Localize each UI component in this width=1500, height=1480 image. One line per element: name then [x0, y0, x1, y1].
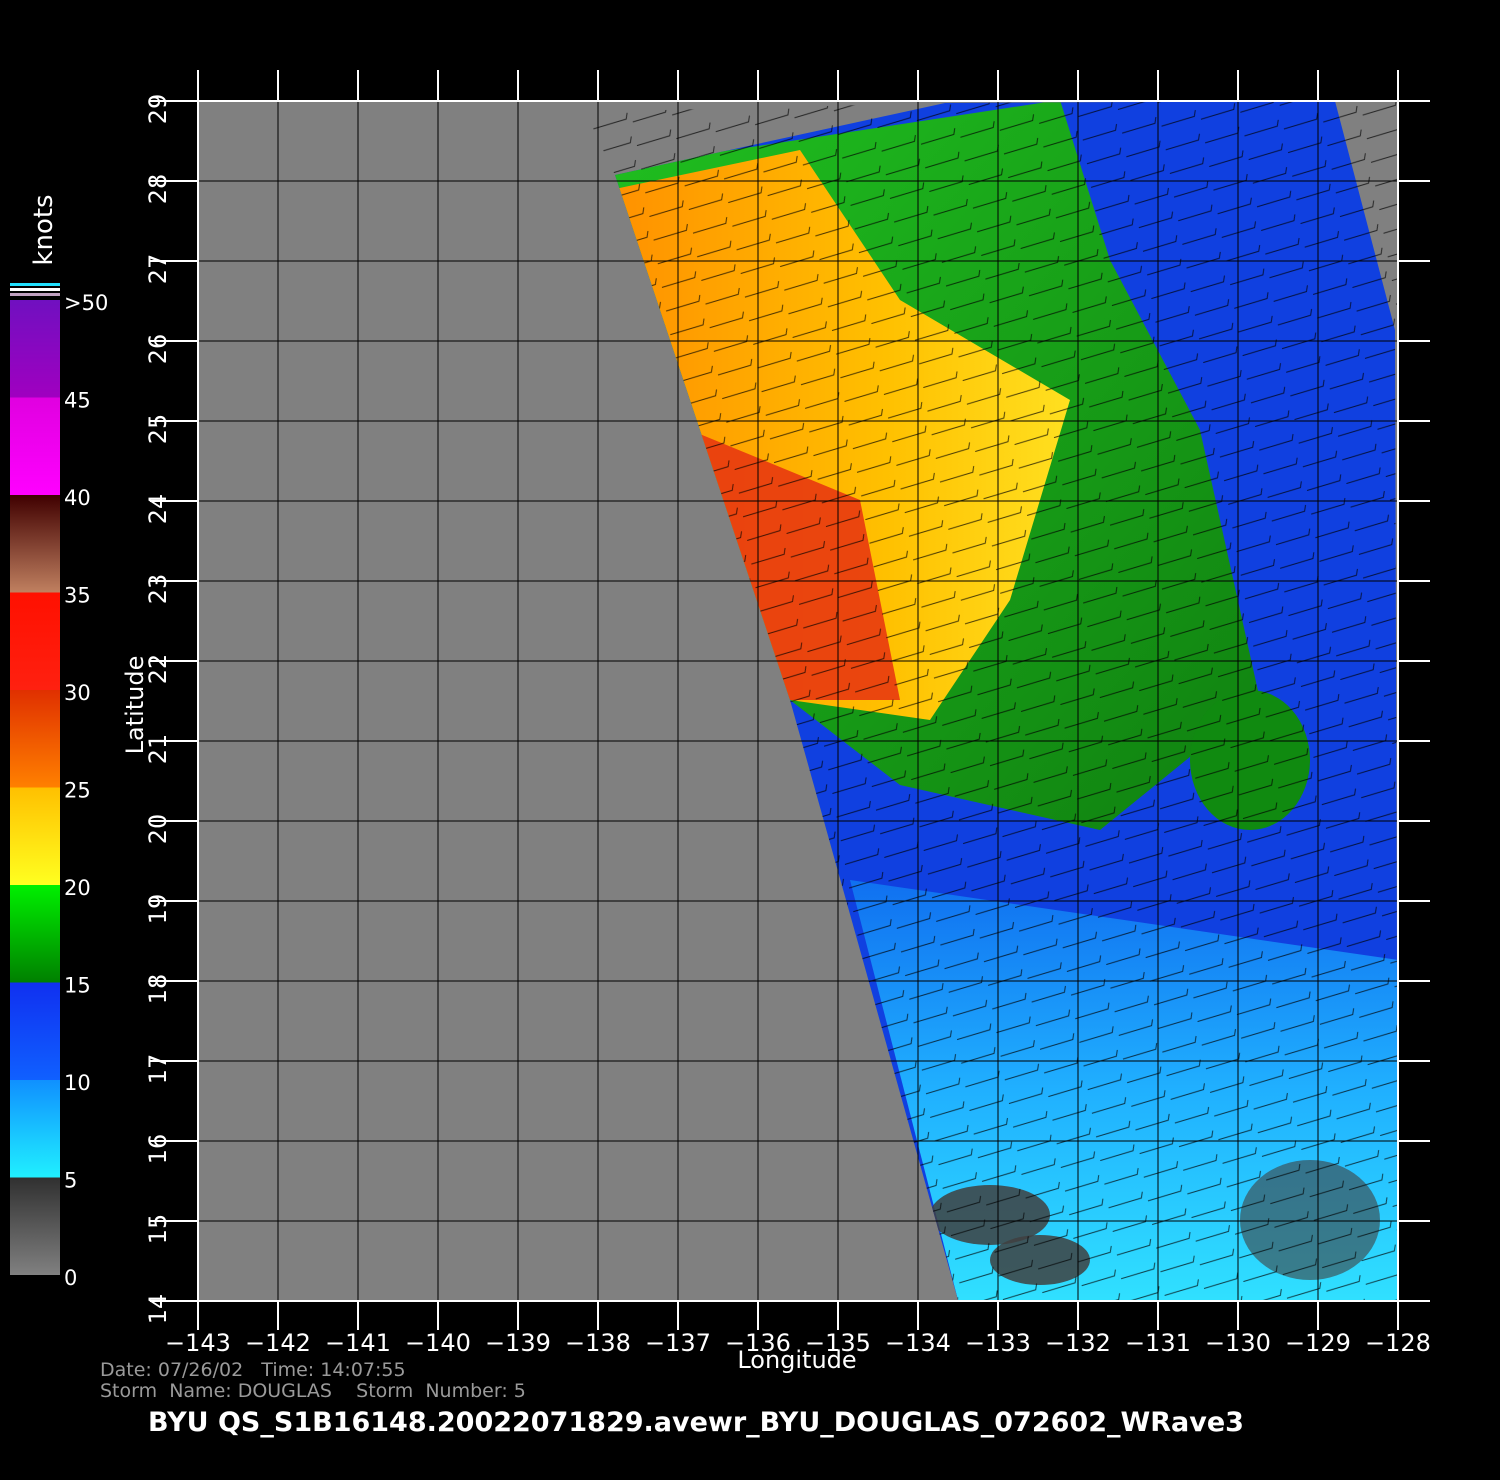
colorbar-label: knots — [29, 194, 59, 265]
y-tick-label: 27 — [144, 254, 172, 285]
x-tick-label: −128 — [1365, 1329, 1431, 1357]
y-axis-label: Latitude — [121, 656, 149, 755]
colorbar-band — [10, 787, 60, 885]
y-tick-label: 20 — [144, 814, 172, 845]
x-tick-label: −129 — [1285, 1329, 1351, 1357]
x-tick-label: −130 — [1205, 1329, 1271, 1357]
y-tick-label: 23 — [144, 574, 172, 605]
colorbar-band — [10, 1177, 60, 1275]
colorbar-band — [10, 982, 60, 1080]
x-tick-label: −134 — [885, 1329, 951, 1357]
colorbar-tick-label: 45 — [64, 389, 91, 413]
colorbar-band — [10, 495, 60, 593]
x-tick-label: −142 — [245, 1329, 311, 1357]
info-line: Date: 07/26/02 Time: 14:07:55 — [100, 1359, 406, 1381]
x-tick-label: −143 — [165, 1329, 231, 1357]
y-tick-label: 28 — [144, 174, 172, 205]
plot-frame — [197, 100, 1399, 1302]
colorbar-tick-label: 10 — [64, 1071, 91, 1095]
y-tick-label: 19 — [144, 894, 172, 925]
x-tick-label: −141 — [325, 1329, 391, 1357]
x-tick-label: −135 — [805, 1329, 871, 1357]
colorbar: knots 0 5 10 15 20 25 30 35 40 45 >50 — [10, 194, 108, 1290]
axes: −143 −142 −141 −140 −139 −138 −137 −136 −135 −134… — [144, 70, 1431, 1357]
x-tick-label: −137 — [645, 1329, 711, 1357]
y-tick-label: 26 — [144, 334, 172, 365]
x-tick-label: −132 — [1045, 1329, 1111, 1357]
x-tick-label: −139 — [485, 1329, 551, 1357]
colorbar-tick-label: 35 — [64, 584, 91, 608]
x-tick-label: −140 — [405, 1329, 471, 1357]
colorbar-tick-label: 20 — [64, 876, 91, 900]
colorbar-band — [10, 1080, 60, 1178]
colorbar-band — [10, 690, 60, 788]
y-tick-label: 15 — [144, 1214, 172, 1245]
colorbar-tick-label: 25 — [64, 779, 91, 803]
y-tick-label: 22 — [144, 654, 172, 685]
x-tick-label: −138 — [565, 1329, 631, 1357]
colorbar-band — [10, 397, 60, 495]
chart-title: BYU QS_S1B16148.20022071829.avewr_BYU_DO… — [148, 1407, 1244, 1438]
x-axis-label: Longitude — [737, 1346, 856, 1374]
colorbar-tick-label: 15 — [64, 974, 91, 998]
x-tick-label: −131 — [1125, 1329, 1191, 1357]
colorbar-tick-label: >50 — [64, 291, 108, 315]
y-tick-label: 29 — [144, 94, 172, 125]
y-tick-label: 16 — [144, 1134, 172, 1165]
colorbar-tick-label: 30 — [64, 681, 91, 705]
colorbar-tick-label: 40 — [64, 486, 91, 510]
x-tick-label: −133 — [965, 1329, 1031, 1357]
y-tick-label: 24 — [144, 494, 172, 525]
colorbar-band — [10, 885, 60, 983]
colorbar-tick-label: 5 — [64, 1169, 77, 1193]
colorbar-band — [10, 592, 60, 690]
y-tick-label: 25 — [144, 414, 172, 445]
colorbar-cap — [10, 283, 60, 286]
colorbar-band — [10, 300, 60, 398]
x-tick-label: −136 — [725, 1329, 791, 1357]
info-line: Storm Name: DOUGLAS Storm Number: 5 — [100, 1380, 526, 1402]
colorbar-tick-label: 0 — [64, 1266, 77, 1290]
colorbar-cap — [10, 293, 60, 296]
colorbar-cap — [10, 288, 60, 291]
y-tick-label: 14 — [144, 1294, 172, 1325]
y-tick-label: 18 — [144, 974, 172, 1005]
y-tick-label: 21 — [144, 734, 172, 765]
y-tick-label: 17 — [144, 1054, 172, 1085]
